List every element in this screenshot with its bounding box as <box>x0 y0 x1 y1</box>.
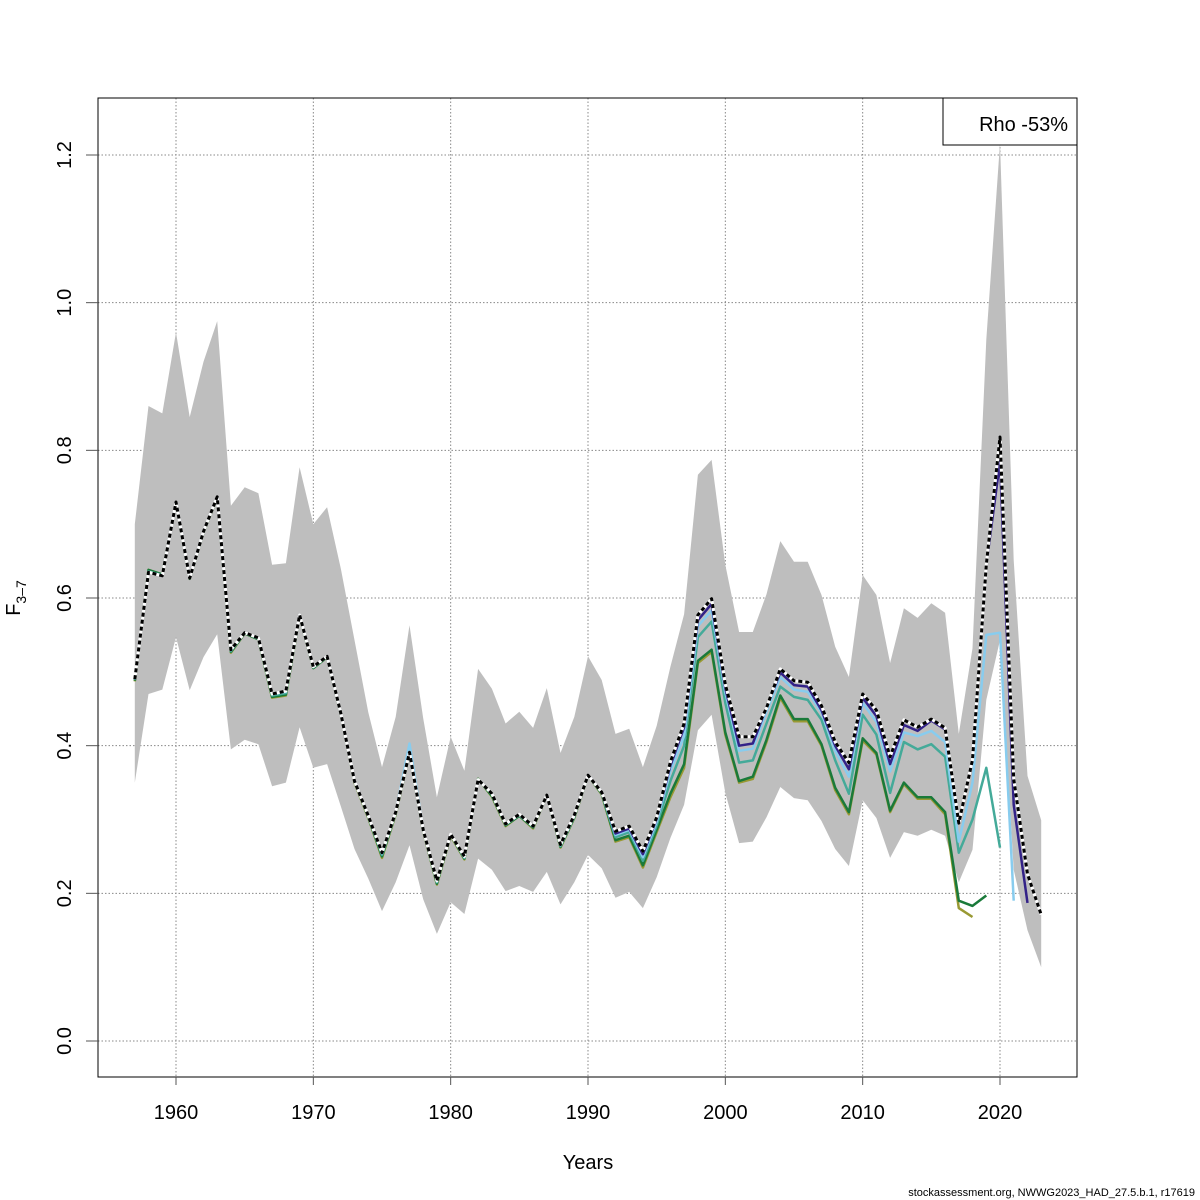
y-tick-label-3: 0.6 <box>54 584 76 612</box>
y-tick-label-1: 0.2 <box>54 879 76 907</box>
confidence-band <box>134 143 1042 968</box>
confidence-band-layer <box>134 143 1042 968</box>
y-tick-label-0: 0.0 <box>54 1027 76 1055</box>
x-tick-label-2000: 2000 <box>703 1102 748 1124</box>
y-axis: 0.0 0.2 0.4 0.6 0.8 1.0 1.2 <box>54 141 98 1055</box>
x-tick-label-1990: 1990 <box>566 1102 611 1124</box>
x-tick-label-1960: 1960 <box>154 1102 199 1124</box>
y-tick-label-6: 1.2 <box>54 141 76 169</box>
y-tick-label-5: 1.0 <box>54 289 76 317</box>
x-axis: 1960 1970 1980 1990 2000 2010 2020 <box>154 1077 1023 1124</box>
legend-rho-text: Rho -53% <box>979 114 1068 136</box>
y-axis-title-main: F <box>3 604 25 616</box>
y-axis-title-subscript: 3–7 <box>13 580 29 604</box>
x-tick-label-1970: 1970 <box>291 1102 336 1124</box>
y-axis-title: F3–7 <box>3 580 29 616</box>
legend-box: Rho -53% <box>942 97 1078 146</box>
legend-frame <box>942 97 1078 146</box>
series-lines-layer <box>133 435 1043 919</box>
x-tick-label-1980: 1980 <box>428 1102 473 1124</box>
y-tick-label-2: 0.4 <box>54 732 76 760</box>
series-line-final-assessment-2023 <box>133 435 1043 916</box>
y-tick-label-4: 0.8 <box>54 436 76 464</box>
x-axis-title: Years <box>563 1152 613 1174</box>
x-tick-label-2010: 2010 <box>840 1102 885 1124</box>
footer-credit: stockassessment.org, NWWG2023_HAD_27.5.b… <box>908 1187 1195 1199</box>
x-tick-label-2020: 2020 <box>978 1102 1023 1124</box>
